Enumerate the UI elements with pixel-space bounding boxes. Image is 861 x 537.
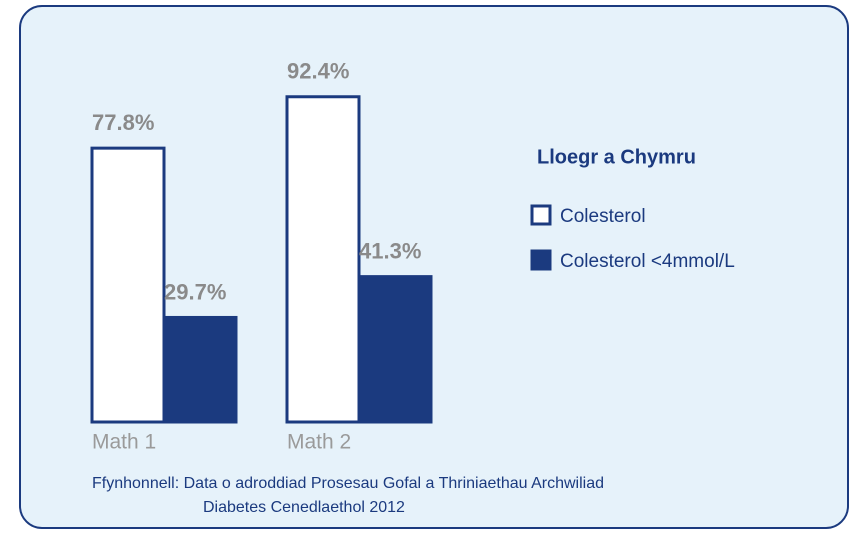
legend-label: Colesterol <4mmol/L bbox=[560, 251, 735, 272]
data-label: 41.3% bbox=[359, 238, 421, 263]
x-tick-label: Math 1 bbox=[92, 431, 156, 454]
x-tick-label: Math 2 bbox=[287, 431, 351, 454]
legend-swatch bbox=[530, 249, 552, 271]
legend-swatch bbox=[530, 204, 552, 226]
data-label: 92.4% bbox=[287, 59, 349, 84]
source: Diabetes Cenedlaethol 2012 bbox=[203, 499, 405, 516]
bar bbox=[357, 275, 433, 424]
data-label: 29.7% bbox=[164, 279, 226, 304]
bar bbox=[285, 95, 361, 424]
legend-label: Colesterol bbox=[560, 206, 646, 227]
bar bbox=[162, 315, 238, 424]
source: Ffynhonnell: Data o adroddiad Prosesau G… bbox=[92, 475, 604, 492]
data-label: 77.8% bbox=[92, 110, 154, 135]
bar bbox=[90, 146, 166, 424]
legend-title: Lloegr a Chymru bbox=[537, 146, 696, 168]
